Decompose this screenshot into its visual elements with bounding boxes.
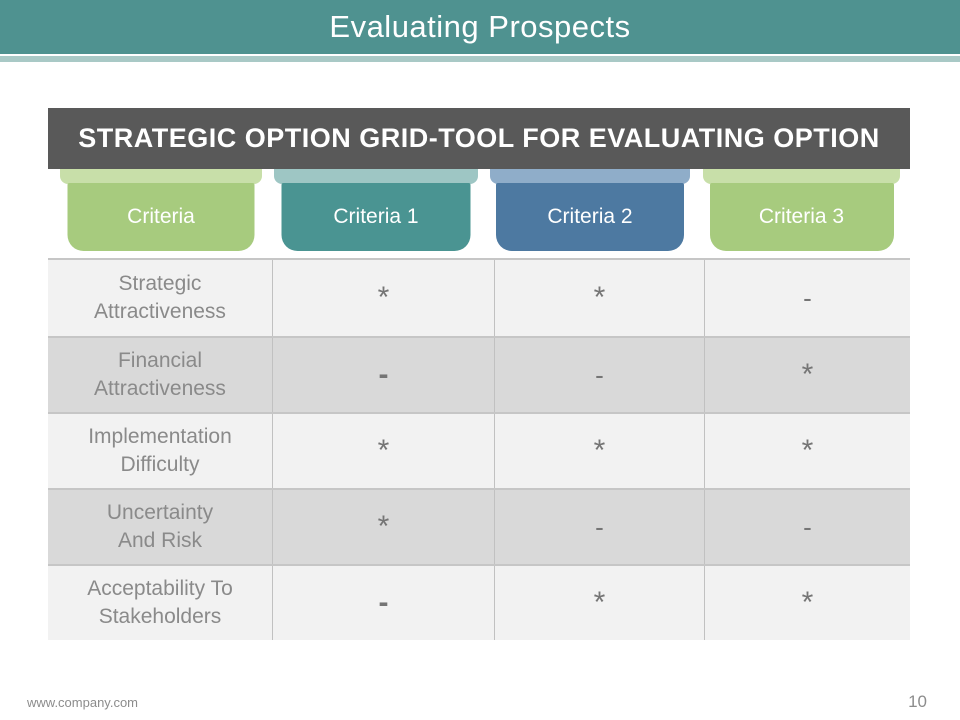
rating-symbol: * <box>801 586 814 619</box>
rating-symbol: * <box>593 586 606 619</box>
tab-criteria-3[interactable]: Criteria 3 <box>703 155 900 251</box>
slide-title: Evaluating Prospects <box>329 9 631 44</box>
row-label-cell: Strategic Attractiveness <box>48 260 272 336</box>
rating-symbol: * <box>377 434 390 467</box>
rating-symbol: * <box>593 281 606 314</box>
tab-main-shape: Criteria 1 <box>281 183 471 251</box>
value-cell: - <box>704 490 910 564</box>
row-label-cell: Financial Attractiveness <box>48 338 272 412</box>
tab-label: Criteria 1 <box>333 205 419 228</box>
row-label: Financial Attractiveness <box>94 348 226 400</box>
table-title: STRATEGIC OPTION GRID-TOOL FOR EVALUATIN… <box>78 123 880 153</box>
table-row: Financial Attractiveness - - * <box>48 336 910 412</box>
rating-symbol: - <box>378 586 389 619</box>
page-number: 10 <box>908 692 927 711</box>
rating-symbol: * <box>593 434 606 467</box>
tab-label: Criteria <box>127 205 195 228</box>
table-row: Strategic Attractiveness * * - <box>48 260 910 336</box>
rating-symbol: * <box>801 358 814 391</box>
header-accent-stripe <box>0 56 960 62</box>
table-row: Acceptability To Stakeholders - * * <box>48 564 910 640</box>
value-cell: - <box>494 338 704 412</box>
row-label-cell: Acceptability To Stakeholders <box>48 566 272 640</box>
tab-main-shape: Criteria <box>67 183 255 251</box>
rating-symbol: - <box>803 283 812 313</box>
value-cell: * <box>272 414 494 488</box>
tab-criteria-2[interactable]: Criteria 2 <box>490 155 690 251</box>
rating-symbol: * <box>801 434 814 467</box>
rating-symbol: - <box>378 358 389 391</box>
tab-criteria[interactable]: Criteria <box>60 155 262 251</box>
rating-symbol: - <box>803 512 812 542</box>
value-cell: - <box>272 566 494 640</box>
value-cell: - <box>272 338 494 412</box>
value-cell: * <box>494 260 704 336</box>
row-label-cell: Implementation Difficulty <box>48 414 272 488</box>
row-label: Strategic Attractiveness <box>94 271 226 323</box>
slide-header-bar: Evaluating Prospects <box>0 0 960 54</box>
footer-url[interactable]: www.company.com <box>27 695 139 710</box>
value-cell: * <box>494 414 704 488</box>
value-cell: * <box>704 414 910 488</box>
row-label: Acceptability To Stakeholders <box>87 576 233 628</box>
tab-main-shape: Criteria 3 <box>709 183 894 251</box>
value-cell: * <box>704 566 910 640</box>
rating-symbol: - <box>595 512 604 542</box>
tab-label: Criteria 2 <box>547 205 633 228</box>
rating-symbol: * <box>377 281 390 314</box>
table-title-banner: STRATEGIC OPTION GRID-TOOL FOR EVALUATIN… <box>48 108 910 169</box>
tab-label: Criteria 3 <box>758 205 845 228</box>
row-label-cell: Uncertainty And Risk <box>48 490 272 564</box>
value-cell: * <box>704 338 910 412</box>
rating-symbol: * <box>377 510 390 543</box>
tab-criteria-1[interactable]: Criteria 1 <box>274 155 478 251</box>
evaluation-table: Strategic Attractiveness * * - Financial… <box>48 258 910 640</box>
table-row: Uncertainty And Risk * - - <box>48 488 910 564</box>
row-label: Uncertainty And Risk <box>106 500 214 552</box>
value-cell: * <box>272 260 494 336</box>
row-label: Implementation Difficulty <box>88 424 232 476</box>
table-row: Implementation Difficulty * * * <box>48 412 910 488</box>
tab-main-shape: Criteria 2 <box>496 183 684 251</box>
rating-symbol: - <box>595 360 604 390</box>
value-cell: - <box>704 260 910 336</box>
value-cell: * <box>494 566 704 640</box>
value-cell: * <box>272 490 494 564</box>
value-cell: - <box>494 490 704 564</box>
